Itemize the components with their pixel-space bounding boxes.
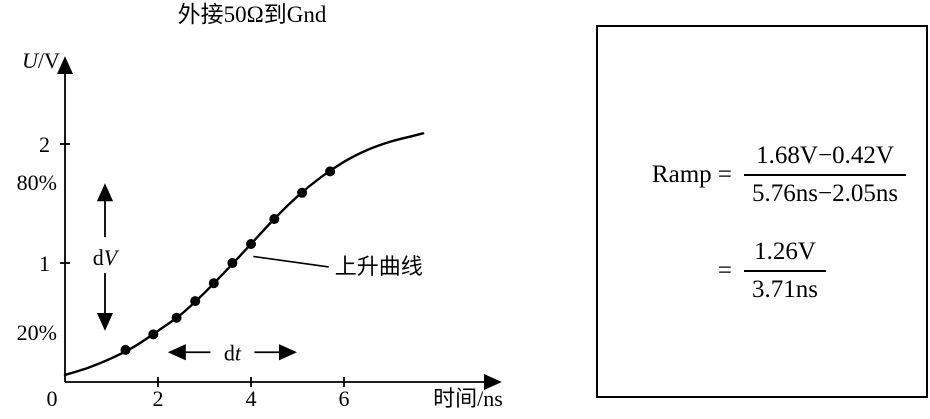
formula-row-1: Ramp = 1.68V−0.42V 5.76ns−2.05ns: [632, 140, 926, 210]
formula-lhs-name: Ramp: [651, 160, 712, 188]
dt-label: dt: [224, 340, 242, 365]
y-ticks: 12: [39, 132, 70, 276]
x-tick-label: 4: [246, 386, 257, 411]
y-tick-label: 1: [39, 251, 50, 276]
curve-markers: [120, 166, 336, 355]
percent-labels: 80% 20%: [17, 170, 57, 345]
curve-marker-dot: [227, 258, 238, 268]
x-tick-label: 6: [339, 386, 350, 411]
y-axis-label: U/V: [22, 48, 60, 73]
curve-label: 上升曲线: [335, 254, 423, 279]
x-tick-label: 2: [153, 386, 164, 411]
curve-marker-dot: [120, 344, 131, 355]
curve-marker-dot: [297, 187, 308, 198]
curve-pointer-line: [253, 255, 329, 268]
dt-label-var: t: [235, 340, 242, 365]
fraction-1-numerator: 1.68V−0.42V: [756, 141, 894, 169]
formula-eq-1: =: [717, 160, 732, 188]
curve-marker-dot: [325, 166, 336, 177]
y-axis-label-unit: /V: [38, 48, 60, 73]
percent-label: 80%: [17, 170, 57, 195]
dt-arrow: dt: [167, 340, 297, 365]
curve-marker-dot: [190, 296, 201, 307]
y-tick-label: 2: [39, 132, 50, 157]
dv-label-prefix: d: [93, 245, 104, 270]
curve-marker-dot: [246, 239, 256, 249]
curve-marker-dot: [171, 312, 182, 323]
curve-marker-dot: [269, 214, 280, 224]
dv-arrow: dV: [93, 183, 120, 331]
formula-box: Ramp = 1.68V−0.42V 5.76ns−2.05ns = 1.26V…: [596, 25, 928, 398]
percent-label: 20%: [17, 320, 57, 345]
dt-label-prefix: d: [224, 340, 235, 365]
plot-title: 外接50Ω到Gnd: [178, 2, 327, 27]
x-ticks: 2 4 6: [153, 377, 350, 411]
curve-marker-dot: [208, 278, 219, 289]
curve-marker-dot: [148, 329, 159, 340]
formula-lhs: Ramp =: [632, 161, 744, 189]
y-axis-label-var: U: [22, 48, 40, 73]
x-axis-label: 时间/ns: [433, 386, 503, 411]
origin-label: 0: [47, 386, 58, 411]
fraction-1: 1.68V−0.42V 5.76ns−2.05ns: [744, 140, 907, 210]
fraction-1-denominator: 5.76ns−2.05ns: [744, 173, 907, 210]
formula-eq-2: =: [717, 256, 732, 284]
fraction-2-numerator: 1.26V: [754, 237, 816, 265]
dv-label-var: V: [104, 245, 120, 270]
fraction-2-denominator: 3.71ns: [744, 269, 826, 306]
formula-row-2: = 1.26V 3.71ns: [632, 236, 926, 306]
curve-annotation: 上升曲线: [253, 254, 423, 279]
fraction-2: 1.26V 3.71ns: [744, 236, 826, 306]
dv-label: dV: [93, 245, 120, 270]
